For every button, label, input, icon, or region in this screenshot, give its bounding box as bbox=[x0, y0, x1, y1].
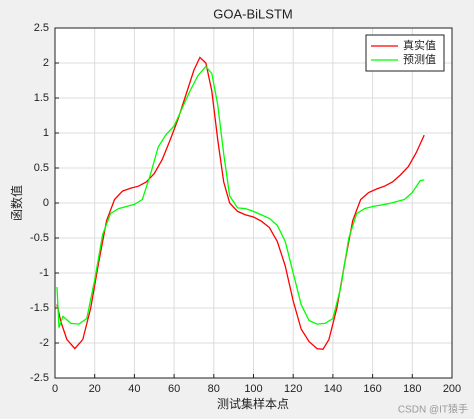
y-tick-label: 2.5 bbox=[34, 22, 49, 34]
x-tick-label: 80 bbox=[208, 383, 220, 395]
y-tick-label: 0.5 bbox=[34, 162, 49, 174]
y-tick-label: 2 bbox=[43, 57, 49, 69]
x-tick-label: 200 bbox=[443, 383, 461, 395]
y-axis-label: 函数值 bbox=[9, 185, 24, 221]
x-tick-label: 40 bbox=[128, 383, 140, 395]
y-tick-label: 0 bbox=[43, 197, 49, 209]
x-tick-label: 140 bbox=[324, 383, 342, 395]
x-tick-label: 120 bbox=[284, 383, 302, 395]
chart-title: GOA-BiLSTM bbox=[213, 6, 292, 21]
y-tick-label: -2.5 bbox=[30, 372, 49, 384]
x-tick-label: 20 bbox=[89, 383, 101, 395]
x-tick-label: 160 bbox=[363, 383, 381, 395]
legend-label: 预测值 bbox=[403, 53, 436, 66]
x-tick-label: 180 bbox=[403, 383, 421, 395]
y-tick-label: -2 bbox=[39, 337, 49, 349]
y-tick-label: 1 bbox=[43, 127, 49, 139]
y-tick-label: -0.5 bbox=[30, 232, 49, 244]
y-tick-label: -1 bbox=[39, 267, 49, 279]
x-tick-label: 0 bbox=[52, 383, 58, 395]
x-axis-label: 测试集样本点 bbox=[217, 396, 289, 411]
y-tick-label: -1.5 bbox=[30, 302, 49, 314]
x-tick-label: 60 bbox=[168, 383, 180, 395]
x-tick-label: 100 bbox=[244, 383, 262, 395]
series-line bbox=[56, 65, 425, 328]
plot-frame bbox=[54, 27, 453, 379]
y-tick-label: 1.5 bbox=[34, 92, 49, 104]
watermark: CSDN @IT猿手 bbox=[398, 403, 468, 416]
series-line bbox=[56, 56, 425, 350]
legend-label: 真实值 bbox=[403, 38, 436, 52]
legend-box bbox=[365, 34, 445, 72]
